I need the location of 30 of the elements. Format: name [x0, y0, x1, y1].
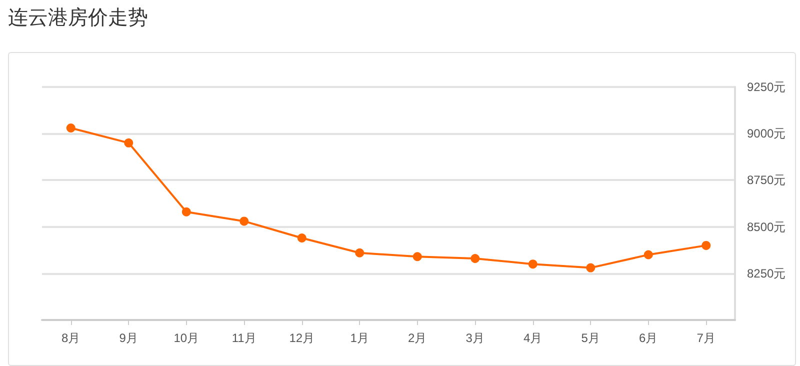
x-tick-label: 8月: [62, 331, 80, 345]
point: [586, 263, 596, 272]
point: [412, 252, 422, 262]
point: [297, 233, 306, 242]
point: [528, 260, 538, 269]
x-tick-label: 2月: [408, 331, 427, 345]
point: [355, 248, 364, 258]
x-tick-label: 3月: [466, 331, 484, 345]
y-tick-label: 8500元: [747, 220, 786, 234]
x-tick-label: 4月: [524, 331, 542, 345]
x-tick-label: 10月: [174, 331, 200, 345]
x-tick-label: 11月: [232, 331, 256, 345]
point: [644, 250, 653, 260]
x-tick-label: 12月: [289, 331, 315, 345]
chart-title: 连云港房价走势: [8, 4, 148, 31]
x-tick-label: 1月: [350, 331, 369, 345]
y-tick-label: 9250元: [747, 80, 786, 94]
x-tick-label: 6月: [639, 331, 658, 345]
y-tick-label: 8750元: [747, 173, 786, 188]
point: [124, 138, 134, 148]
point: [182, 207, 191, 216]
point: [240, 216, 249, 226]
point: [470, 254, 480, 263]
point: [702, 240, 711, 250]
point: [66, 124, 76, 133]
x-tick-label: 9月: [119, 331, 138, 345]
x-tick-label: 5月: [581, 331, 600, 345]
x-tick-label: 7月: [696, 331, 716, 345]
y-tick-label: 8250元: [747, 266, 786, 280]
y-tick-label: 9000元: [747, 126, 786, 141]
